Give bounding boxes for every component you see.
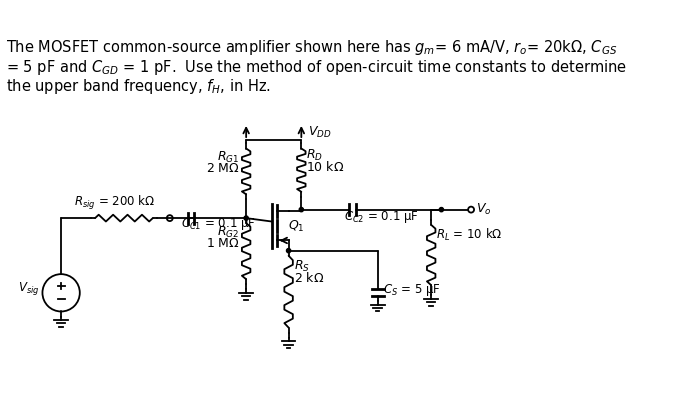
Circle shape — [244, 216, 248, 220]
Text: $R_L$ = 10 k$\Omega$: $R_L$ = 10 k$\Omega$ — [436, 227, 503, 243]
Text: 2 M$\Omega$: 2 M$\Omega$ — [205, 162, 239, 175]
Text: 10 k$\Omega$: 10 k$\Omega$ — [306, 159, 344, 173]
Text: $R_{G1}$: $R_{G1}$ — [217, 150, 239, 165]
Text: 2 k$\Omega$: 2 k$\Omega$ — [294, 271, 324, 285]
Text: $R_{sig}$ = 200 k$\Omega$: $R_{sig}$ = 200 k$\Omega$ — [74, 194, 155, 212]
Text: 1 M$\Omega$: 1 M$\Omega$ — [205, 237, 239, 250]
Text: = 5 pF and $C_{GD}$ = 1 pF.  Use the method of open-circuit time constants to de: = 5 pF and $C_{GD}$ = 1 pF. Use the meth… — [6, 58, 627, 77]
Text: $Q_1$: $Q_1$ — [287, 219, 304, 234]
Circle shape — [299, 208, 304, 212]
Text: $V_{sig}$: $V_{sig}$ — [18, 280, 40, 297]
Text: the upper band frequency, $f_H$, in Hz.: the upper band frequency, $f_H$, in Hz. — [6, 77, 271, 96]
Text: $R_S$: $R_S$ — [294, 259, 310, 274]
Text: $C_S$ = 5 μF: $C_S$ = 5 μF — [383, 282, 441, 298]
Text: $V_{DD}$: $V_{DD}$ — [308, 125, 332, 140]
Circle shape — [287, 249, 291, 253]
Text: $V_o$: $V_o$ — [476, 202, 492, 217]
Text: $R_{G2}$: $R_{G2}$ — [217, 225, 239, 240]
Text: $C_{C2}$ = 0.1 μF: $C_{C2}$ = 0.1 μF — [344, 209, 418, 225]
Text: The MOSFET common-source amplifier shown here has $g_m$= 6 mA/V, $r_o$= 20k$\Ome: The MOSFET common-source amplifier shown… — [6, 38, 617, 57]
Text: $R_D$: $R_D$ — [306, 148, 323, 163]
Text: $C_{C1}$ = 0.1 μF: $C_{C1}$ = 0.1 μF — [181, 216, 256, 232]
Circle shape — [439, 208, 443, 212]
